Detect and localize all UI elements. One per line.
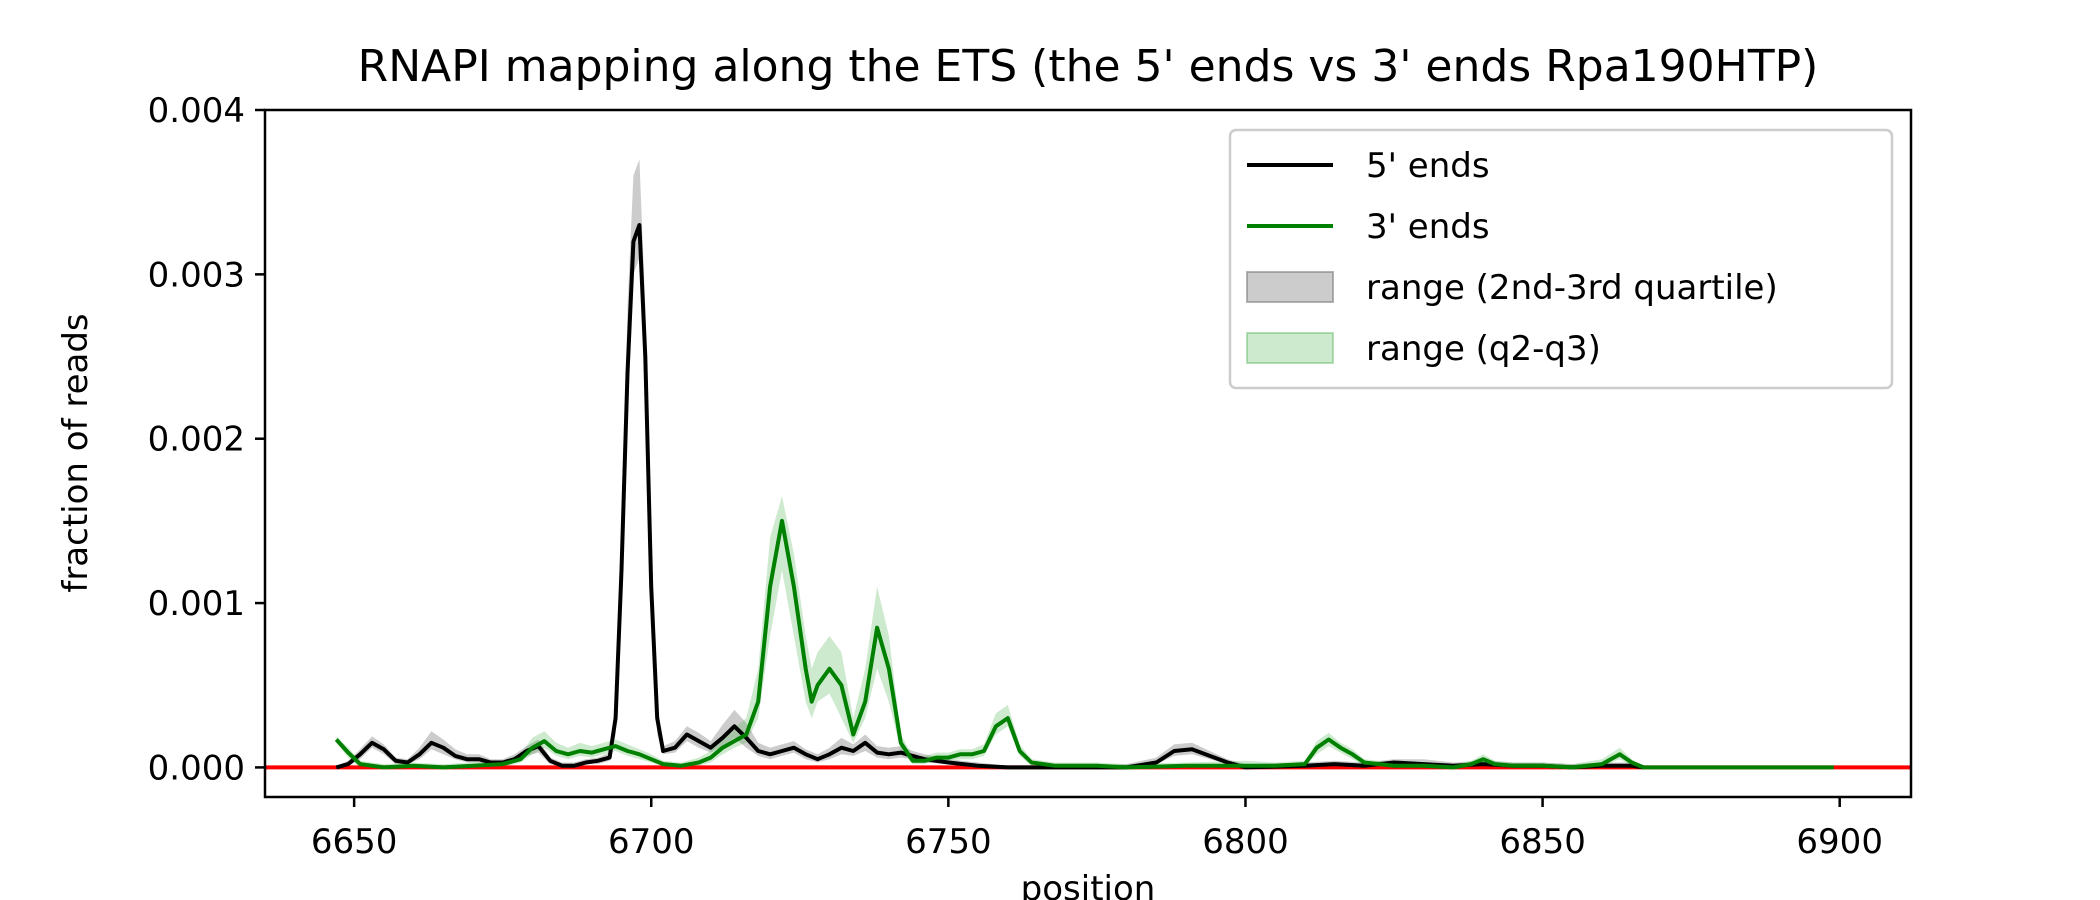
legend: 5' ends 3' ends range (2nd-3rd quartile)… xyxy=(1228,128,1894,390)
x-axis-label: position xyxy=(1021,869,1156,900)
x-tick-label: 6850 xyxy=(1499,822,1586,862)
legend-swatch-quartile-range xyxy=(1246,271,1334,303)
y-axis: 0.000 0.001 0.002 0.003 0.004 xyxy=(148,91,265,788)
chart-title: RNAPI mapping along the ETS (the 5' ends… xyxy=(358,41,1819,92)
legend-label-quartile-range: range (2nd-3rd quartile) xyxy=(1366,268,1778,308)
x-tick-label: 6900 xyxy=(1796,822,1883,862)
series-lines xyxy=(334,223,1834,770)
x-tick-label: 6750 xyxy=(905,822,992,862)
x-tick-label: 6800 xyxy=(1202,822,1289,862)
legend-frame xyxy=(1228,128,1894,390)
y-tick-label: 0.002 xyxy=(148,420,245,460)
x-tick-label: 6650 xyxy=(311,822,398,862)
y-tick-label: 0.003 xyxy=(148,255,245,295)
y-tick-label: 0.004 xyxy=(148,91,245,131)
legend-label-3-prime: 3' ends xyxy=(1366,207,1490,247)
y-tick-label: 0.000 xyxy=(148,748,245,788)
y-tick-label: 0.001 xyxy=(148,584,245,624)
series-line-3-prime xyxy=(334,518,1834,770)
x-tick-label: 6700 xyxy=(608,822,695,862)
plot-frame xyxy=(263,108,1913,799)
legend-label-q2-q3-range: range (q2-q3) xyxy=(1366,329,1601,369)
legend-label-5-prime: 5' ends xyxy=(1366,146,1490,186)
y-axis-label: fraction of reads xyxy=(56,313,96,592)
x-axis: 6650 6700 6750 6800 6850 6900 xyxy=(311,797,1883,862)
legend-swatch-q2-q3-range xyxy=(1246,332,1334,364)
